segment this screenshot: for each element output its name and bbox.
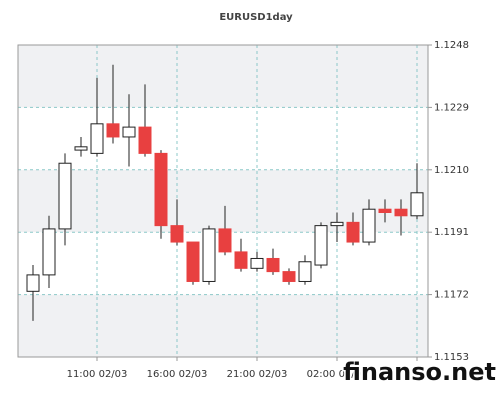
- candle-body: [90, 123, 104, 154]
- candle-body: [170, 225, 184, 243]
- axis-labels: 1.1153 1.1172 1.1191 1.1210 1.1229 1.1248 11:0…: [67, 40, 469, 380]
- plot-band: [18, 45, 428, 108]
- x-tick-label: 11:00 02/03: [67, 369, 128, 380]
- y-tick-label: 1.1153: [434, 352, 469, 363]
- candle-body: [186, 241, 200, 282]
- candle-body: [122, 126, 136, 138]
- plot-band: [18, 107, 428, 170]
- x-tick-label: 02:00 02/04: [307, 369, 368, 380]
- candle-body: [218, 228, 232, 253]
- candle-body: [394, 208, 408, 217]
- plot-band: [18, 169, 428, 233]
- plot-bands: [18, 45, 428, 357]
- candle-body: [314, 225, 328, 266]
- watermark: finanso.net: [343, 358, 496, 386]
- candle-body: [250, 257, 264, 269]
- candle-body: [106, 123, 120, 138]
- y-tick-label: 1.1229: [434, 102, 469, 113]
- y-tick-label: 1.1210: [434, 165, 469, 176]
- plot-band: [18, 294, 428, 357]
- candle-body: [282, 271, 296, 282]
- candle-body: [362, 208, 376, 243]
- candle-body: [410, 192, 424, 217]
- candle-body: [58, 162, 72, 230]
- candle-body: [74, 146, 88, 151]
- candle-body: [298, 261, 312, 282]
- x-tick-label: 21:00 02/03: [227, 369, 288, 380]
- chart-title: EURUSD1day: [219, 12, 293, 23]
- candle-body: [26, 274, 40, 292]
- candle-body: [138, 126, 152, 154]
- candle-body: [234, 251, 248, 269]
- candle-body: [266, 257, 280, 273]
- candle-body: [330, 221, 344, 227]
- x-tick-label: 16:00 02/03: [147, 369, 208, 380]
- y-tick-label: 1.1172: [434, 290, 469, 301]
- candle-body: [202, 228, 216, 282]
- candle-body: [42, 228, 56, 276]
- y-tick-label: 1.1191: [434, 227, 469, 238]
- candle-body: [154, 152, 168, 227]
- y-tick-label: 1.1248: [434, 40, 469, 51]
- candle-body: [378, 208, 392, 213]
- candle-body: [346, 221, 360, 243]
- candles: [26, 64, 424, 321]
- plot-border: [17, 44, 429, 358]
